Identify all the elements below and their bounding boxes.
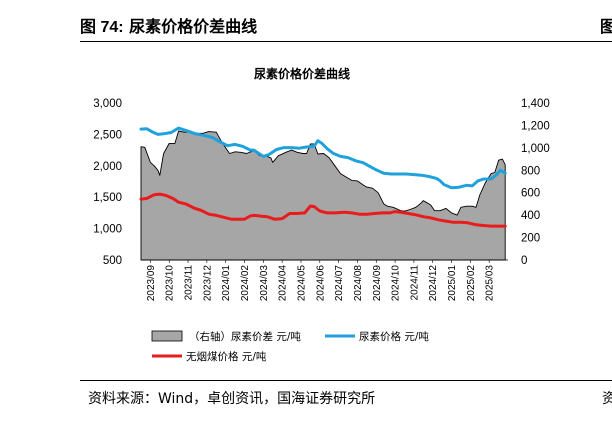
legend-swatch-spread xyxy=(151,330,183,342)
x-axis-tick-label: 2024/04 xyxy=(278,265,289,302)
x-axis-tick-label: 2024/10 xyxy=(391,265,402,302)
source-note: 资料来源：Wind，卓创资讯，国海证券研究所 xyxy=(88,391,376,407)
x-axis-tick-label: 2024/11 xyxy=(409,265,420,301)
axis-layer: 3,000 2,500 2,000 1,500 1,000 500 1,400 1,200 1,… xyxy=(93,98,550,301)
adjacent-figure-title-fragment: 图 xyxy=(600,17,612,36)
x-axis-tick-label: 2024/03 xyxy=(259,265,270,302)
left-axis-tick-label: 2,000 xyxy=(93,161,122,173)
source-rule xyxy=(80,380,612,381)
x-axis-tick-label: 2023/09 xyxy=(146,265,157,302)
figure-label: 图 74: xyxy=(80,19,124,36)
chart-title: 尿素价格价差曲线 xyxy=(254,66,350,81)
title-rule xyxy=(80,41,612,42)
x-axis-tick-label: 2025/02 xyxy=(466,265,477,302)
right-axis-tick-label: 800 xyxy=(521,165,540,177)
x-axis-tick-label: 2023/11 xyxy=(184,265,195,301)
left-axis-tick-label: 500 xyxy=(103,255,122,267)
right-axis-tick-label: 400 xyxy=(521,210,540,222)
legend-label-anthracite-price: 无烟煤价格 元/吨 xyxy=(186,350,267,363)
x-axis-tick-label: 2024/08 xyxy=(353,265,364,302)
x-axis-tick-label: 2024/07 xyxy=(334,265,345,302)
figure-title-text: 尿素价格价差曲线 xyxy=(129,17,258,36)
x-axis-tick-label: 2025/01 xyxy=(447,265,458,302)
right-axis-tick-label: 600 xyxy=(521,188,540,200)
right-axis-tick-label: 1,000 xyxy=(521,143,550,155)
x-axis-tick-label: 2025/03 xyxy=(485,265,496,302)
x-axis-tick-label: 2024/05 xyxy=(297,265,308,302)
left-axis-tick-label: 1,000 xyxy=(93,224,122,236)
series-line-urea-price xyxy=(139,126,507,190)
x-axis-tick-label: 2024/01 xyxy=(221,265,232,302)
legend-label-urea-price: 尿素价格 元/吨 xyxy=(359,330,429,343)
x-axis-tick-label: 2024/12 xyxy=(428,265,439,302)
area-layer xyxy=(140,130,506,261)
x-axis-tick-label: 2023/12 xyxy=(202,265,213,302)
series-area-spread xyxy=(140,130,506,261)
x-axis-tick-label: 2024/02 xyxy=(240,265,251,302)
line-layer xyxy=(139,126,507,228)
x-axis-tick-label: 2024/06 xyxy=(315,265,326,302)
figure-title: 图 74: 尿素价格价差曲线 xyxy=(80,13,257,37)
right-axis-tick-label: 1,200 xyxy=(521,120,550,132)
left-axis-tick-label: 1,500 xyxy=(93,192,122,204)
right-axis-tick-label: 0 xyxy=(521,255,527,267)
legend-label-spread: （右轴）尿素价差 元/吨 xyxy=(189,330,301,343)
x-axis-tick-label: 2023/10 xyxy=(165,265,176,302)
left-axis-tick-label: 3,000 xyxy=(93,98,122,110)
right-axis-tick-label: 200 xyxy=(521,233,540,245)
adjacent-source-fragment: 资 xyxy=(602,391,612,407)
x-axis-tick-label: 2024/09 xyxy=(372,265,383,302)
left-axis-tick-label: 2,500 xyxy=(93,129,122,141)
series-line-anthracite-price xyxy=(139,192,507,228)
right-axis-tick-label: 1,400 xyxy=(521,98,550,110)
